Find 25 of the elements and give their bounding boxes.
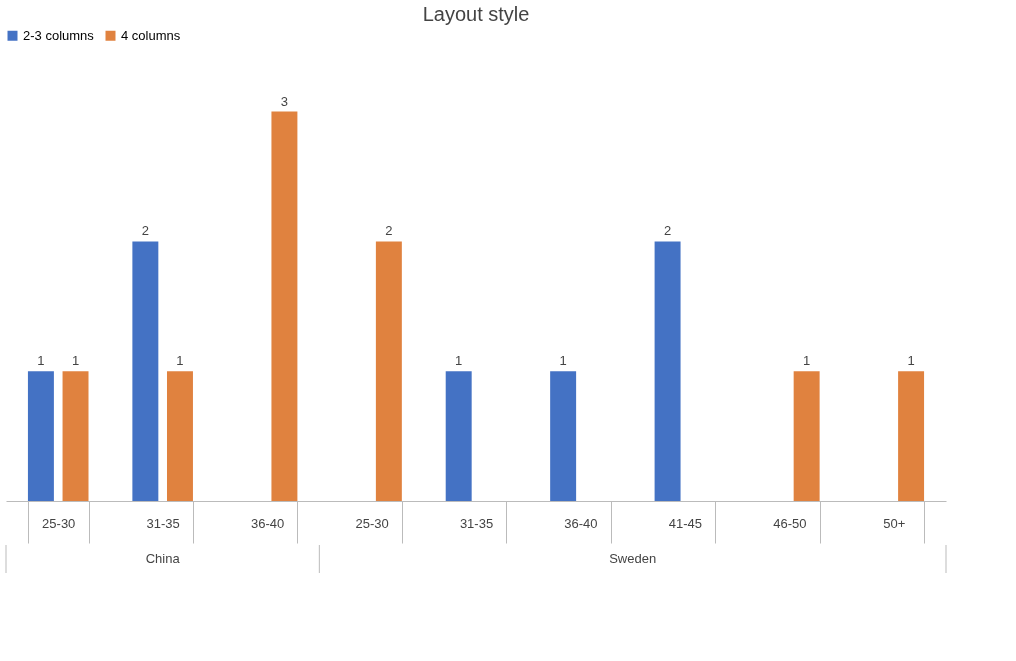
chart-title: Layout style bbox=[422, 3, 530, 25]
x-tick-label: 36-40 bbox=[564, 515, 598, 531]
x-tick-label: 41-45 bbox=[668, 515, 703, 531]
x-tick-label: 25-30 bbox=[355, 515, 389, 531]
data-label: 1 bbox=[455, 353, 463, 369]
data-label: 2 bbox=[663, 223, 672, 239]
x-tick-label: 50+ bbox=[883, 515, 906, 531]
legend-label: 4 columns bbox=[121, 27, 181, 43]
data-label: 1 bbox=[176, 353, 184, 369]
legend-label: 2-3 columns bbox=[23, 27, 95, 43]
data-label: 1 bbox=[803, 353, 811, 369]
data-label: 1 bbox=[559, 353, 567, 369]
data-label: 2 bbox=[141, 223, 149, 239]
x-tick-label: 31-35 bbox=[146, 515, 180, 531]
data-label: 3 bbox=[280, 93, 289, 109]
x-tick-label: 46-50 bbox=[773, 515, 807, 531]
data-label: 1 bbox=[37, 353, 45, 369]
x-tick-label: 31-35 bbox=[459, 515, 494, 531]
x-tick-label: 25-30 bbox=[42, 515, 76, 531]
data-label: 1 bbox=[907, 353, 915, 369]
text: Sweden bbox=[609, 551, 657, 566]
text: China bbox=[145, 551, 181, 566]
data-label: 1 bbox=[71, 353, 80, 369]
data-label: 2 bbox=[385, 223, 393, 239]
x-tick-label: 36-40 bbox=[250, 515, 285, 531]
